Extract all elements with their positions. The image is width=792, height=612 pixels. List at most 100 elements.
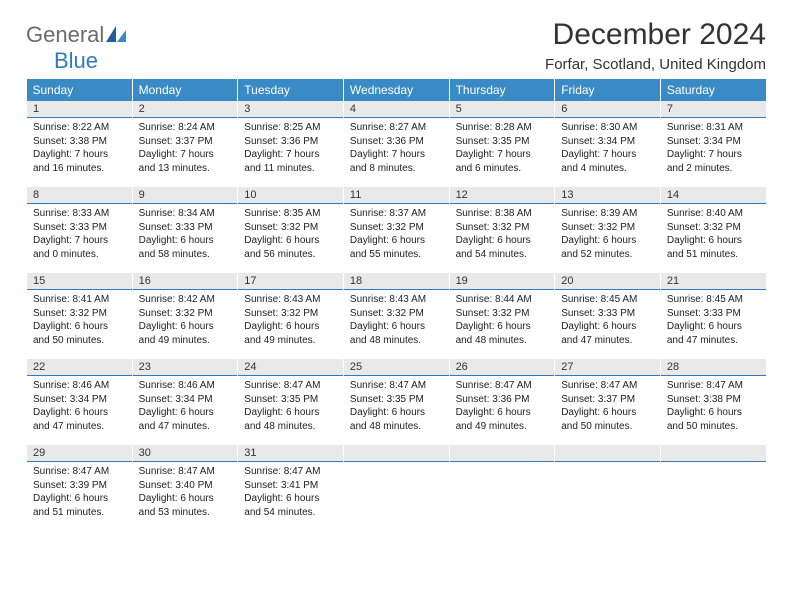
- brand-word1: General: [26, 22, 104, 47]
- day-number: 17: [238, 273, 343, 290]
- day-detail: Sunrise: 8:37 AMSunset: 3:32 PMDaylight:…: [344, 204, 449, 261]
- day-number: 8: [27, 187, 132, 204]
- day-number: 24: [238, 359, 343, 376]
- day-number: 14: [661, 187, 766, 204]
- calendar-cell: 25Sunrise: 8:47 AMSunset: 3:35 PMDayligh…: [343, 359, 449, 445]
- calendar-cell: ..: [343, 445, 449, 531]
- calendar-cell: 9Sunrise: 8:34 AMSunset: 3:33 PMDaylight…: [132, 187, 238, 273]
- calendar-cell: 18Sunrise: 8:43 AMSunset: 3:32 PMDayligh…: [343, 273, 449, 359]
- calendar-week: 8Sunrise: 8:33 AMSunset: 3:33 PMDaylight…: [27, 187, 767, 273]
- calendar-cell: 16Sunrise: 8:42 AMSunset: 3:32 PMDayligh…: [132, 273, 238, 359]
- weekday-header: Thursday: [449, 79, 555, 101]
- weekday-header: Friday: [555, 79, 661, 101]
- day-detail: Sunrise: 8:40 AMSunset: 3:32 PMDaylight:…: [661, 204, 766, 261]
- day-detail: Sunrise: 8:28 AMSunset: 3:35 PMDaylight:…: [450, 118, 555, 175]
- day-number: 30: [133, 445, 238, 462]
- calendar-cell: 30Sunrise: 8:47 AMSunset: 3:40 PMDayligh…: [132, 445, 238, 531]
- calendar-week: 1Sunrise: 8:22 AMSunset: 3:38 PMDaylight…: [27, 101, 767, 187]
- day-number: 11: [344, 187, 449, 204]
- day-detail: Sunrise: 8:31 AMSunset: 3:34 PMDaylight:…: [661, 118, 766, 175]
- day-detail: Sunrise: 8:43 AMSunset: 3:32 PMDaylight:…: [344, 290, 449, 347]
- day-detail: Sunrise: 8:38 AMSunset: 3:32 PMDaylight:…: [450, 204, 555, 261]
- brand-text: General Blue: [26, 24, 126, 73]
- calendar-week: 22Sunrise: 8:46 AMSunset: 3:34 PMDayligh…: [27, 359, 767, 445]
- calendar-week: 29Sunrise: 8:47 AMSunset: 3:39 PMDayligh…: [27, 445, 767, 531]
- day-detail: Sunrise: 8:43 AMSunset: 3:32 PMDaylight:…: [238, 290, 343, 347]
- calendar-cell: 3Sunrise: 8:25 AMSunset: 3:36 PMDaylight…: [238, 101, 344, 187]
- day-number: 5: [450, 101, 555, 118]
- day-number: 18: [344, 273, 449, 290]
- day-number: 3: [238, 101, 343, 118]
- calendar-body: 1Sunrise: 8:22 AMSunset: 3:38 PMDaylight…: [27, 101, 767, 531]
- calendar-cell: 15Sunrise: 8:41 AMSunset: 3:32 PMDayligh…: [27, 273, 133, 359]
- calendar-cell: ..: [660, 445, 766, 531]
- calendar-cell: 5Sunrise: 8:28 AMSunset: 3:35 PMDaylight…: [449, 101, 555, 187]
- day-detail: Sunrise: 8:47 AMSunset: 3:35 PMDaylight:…: [238, 376, 343, 433]
- day-number: 2: [133, 101, 238, 118]
- calendar-table: SundayMondayTuesdayWednesdayThursdayFrid…: [26, 79, 766, 531]
- calendar-cell: 27Sunrise: 8:47 AMSunset: 3:37 PMDayligh…: [555, 359, 661, 445]
- day-detail: Sunrise: 8:47 AMSunset: 3:41 PMDaylight:…: [238, 462, 343, 519]
- calendar-cell: 31Sunrise: 8:47 AMSunset: 3:41 PMDayligh…: [238, 445, 344, 531]
- weekday-header: Sunday: [27, 79, 133, 101]
- weekday-header: Wednesday: [343, 79, 449, 101]
- day-detail: Sunrise: 8:35 AMSunset: 3:32 PMDaylight:…: [238, 204, 343, 261]
- calendar-header: SundayMondayTuesdayWednesdayThursdayFrid…: [27, 79, 767, 101]
- calendar-cell: 24Sunrise: 8:47 AMSunset: 3:35 PMDayligh…: [238, 359, 344, 445]
- calendar-cell: 21Sunrise: 8:45 AMSunset: 3:33 PMDayligh…: [660, 273, 766, 359]
- day-detail: Sunrise: 8:47 AMSunset: 3:37 PMDaylight:…: [555, 376, 660, 433]
- calendar-cell: 20Sunrise: 8:45 AMSunset: 3:33 PMDayligh…: [555, 273, 661, 359]
- calendar-cell: ..: [555, 445, 661, 531]
- day-detail: Sunrise: 8:30 AMSunset: 3:34 PMDaylight:…: [555, 118, 660, 175]
- brand-logo: General Blue: [26, 24, 126, 73]
- calendar-week: 15Sunrise: 8:41 AMSunset: 3:32 PMDayligh…: [27, 273, 767, 359]
- brand-word2: Blue: [54, 48, 98, 73]
- day-detail: Sunrise: 8:45 AMSunset: 3:33 PMDaylight:…: [661, 290, 766, 347]
- header-row: General Blue December 2024 Forfar, Scotl…: [26, 18, 766, 73]
- day-number: 16: [133, 273, 238, 290]
- calendar-cell: 7Sunrise: 8:31 AMSunset: 3:34 PMDaylight…: [660, 101, 766, 187]
- day-number: 9: [133, 187, 238, 204]
- day-number: 12: [450, 187, 555, 204]
- day-number: 13: [555, 187, 660, 204]
- day-detail: Sunrise: 8:47 AMSunset: 3:38 PMDaylight:…: [661, 376, 766, 433]
- day-detail: Sunrise: 8:46 AMSunset: 3:34 PMDaylight:…: [27, 376, 132, 433]
- day-number: 15: [27, 273, 132, 290]
- calendar-cell: 1Sunrise: 8:22 AMSunset: 3:38 PMDaylight…: [27, 101, 133, 187]
- calendar-cell: 11Sunrise: 8:37 AMSunset: 3:32 PMDayligh…: [343, 187, 449, 273]
- calendar-cell: 4Sunrise: 8:27 AMSunset: 3:36 PMDaylight…: [343, 101, 449, 187]
- day-detail: Sunrise: 8:46 AMSunset: 3:34 PMDaylight:…: [133, 376, 238, 433]
- calendar-cell: 6Sunrise: 8:30 AMSunset: 3:34 PMDaylight…: [555, 101, 661, 187]
- day-detail: Sunrise: 8:24 AMSunset: 3:37 PMDaylight:…: [133, 118, 238, 175]
- weekday-header: Saturday: [660, 79, 766, 101]
- day-detail: Sunrise: 8:47 AMSunset: 3:36 PMDaylight:…: [450, 376, 555, 433]
- day-number: .: [661, 445, 766, 462]
- day-number: 29: [27, 445, 132, 462]
- day-number: 19: [450, 273, 555, 290]
- weekday-header: Monday: [132, 79, 238, 101]
- day-number: .: [555, 445, 660, 462]
- day-detail: Sunrise: 8:25 AMSunset: 3:36 PMDaylight:…: [238, 118, 343, 175]
- sail-icon: [106, 26, 126, 42]
- calendar-cell: 28Sunrise: 8:47 AMSunset: 3:38 PMDayligh…: [660, 359, 766, 445]
- day-number: 7: [661, 101, 766, 118]
- calendar-cell: ..: [449, 445, 555, 531]
- day-detail: Sunrise: 8:33 AMSunset: 3:33 PMDaylight:…: [27, 204, 132, 261]
- day-detail: Sunrise: 8:41 AMSunset: 3:32 PMDaylight:…: [27, 290, 132, 347]
- day-number: 25: [344, 359, 449, 376]
- location-text: Forfar, Scotland, United Kingdom: [545, 56, 766, 73]
- day-detail: Sunrise: 8:47 AMSunset: 3:39 PMDaylight:…: [27, 462, 132, 519]
- day-detail: Sunrise: 8:22 AMSunset: 3:38 PMDaylight:…: [27, 118, 132, 175]
- day-number: 26: [450, 359, 555, 376]
- day-detail: Sunrise: 8:44 AMSunset: 3:32 PMDaylight:…: [450, 290, 555, 347]
- calendar-cell: 2Sunrise: 8:24 AMSunset: 3:37 PMDaylight…: [132, 101, 238, 187]
- calendar-cell: 29Sunrise: 8:47 AMSunset: 3:39 PMDayligh…: [27, 445, 133, 531]
- day-detail: Sunrise: 8:34 AMSunset: 3:33 PMDaylight:…: [133, 204, 238, 261]
- day-number: 23: [133, 359, 238, 376]
- day-number: 4: [344, 101, 449, 118]
- day-number: 20: [555, 273, 660, 290]
- day-number: .: [344, 445, 449, 462]
- day-number: 27: [555, 359, 660, 376]
- day-number: 21: [661, 273, 766, 290]
- calendar-cell: 17Sunrise: 8:43 AMSunset: 3:32 PMDayligh…: [238, 273, 344, 359]
